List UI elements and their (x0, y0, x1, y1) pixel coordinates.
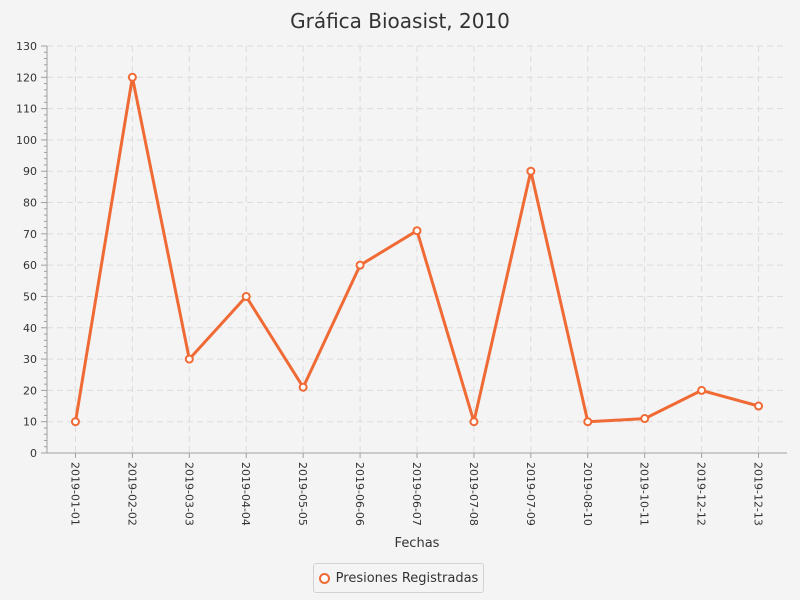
data-point (241, 291, 251, 301)
x-tick-label: 2019-07-09 (524, 462, 537, 526)
legend: Presiones Registradas (313, 563, 484, 593)
y-tick-label: 0 (30, 447, 37, 460)
data-point (355, 260, 365, 270)
data-point (184, 354, 194, 364)
legend-symbol-icon (318, 572, 330, 584)
x-tick-label: 2019-06-06 (353, 462, 366, 526)
data-point (640, 414, 650, 424)
x-axis-label: Fechas (395, 536, 440, 551)
y-tick-label: 130 (16, 40, 37, 53)
y-tick-label: 50 (23, 290, 37, 303)
y-tick-label: 110 (16, 103, 37, 116)
x-tick-label: 2019-01-01 (68, 462, 81, 526)
y-tick-label: 80 (23, 197, 37, 210)
data-point (127, 72, 137, 82)
y-tick-label: 70 (23, 228, 37, 241)
data-point (70, 417, 80, 427)
legend-label: Presiones Registradas (335, 570, 479, 586)
y-tick-label: 60 (23, 259, 37, 272)
y-tick-label: 20 (23, 384, 37, 397)
data-point (412, 226, 422, 236)
x-tick-label: 2019-04-04 (239, 462, 252, 526)
data-point (298, 382, 308, 392)
data-point (754, 401, 764, 411)
data-point (526, 166, 536, 176)
x-tick-label: 2019-06-07 (410, 462, 423, 526)
x-tick-label: 2019-02-02 (125, 462, 138, 526)
y-tick-label: 120 (16, 71, 37, 84)
data-point (697, 385, 707, 395)
y-tick-label: 40 (23, 322, 37, 335)
y-tick-label: 90 (23, 165, 37, 178)
y-tick-label: 10 (23, 416, 37, 429)
chart-title: Gráfica Bioasist, 2010 (290, 9, 510, 33)
x-tick-label: 2019-05-05 (296, 462, 309, 526)
x-tick-label: 2019-12-13 (752, 462, 765, 526)
x-tick-label: 2019-08-10 (581, 462, 594, 526)
x-tick-label: 2019-03-03 (182, 462, 195, 526)
x-tick-label: 2019-12-12 (695, 462, 708, 526)
data-point (469, 417, 479, 427)
x-tick-label: 2019-10-11 (638, 462, 651, 526)
data-point (583, 417, 593, 427)
x-tick-label: 2019-07-08 (467, 462, 480, 526)
y-tick-label: 30 (23, 353, 37, 366)
chart-canvas: Gráfica Bioasist, 2010 0 10 20 30 40 50 60 70 80 9… (16, 9, 787, 551)
y-tick-label: 100 (16, 134, 37, 147)
